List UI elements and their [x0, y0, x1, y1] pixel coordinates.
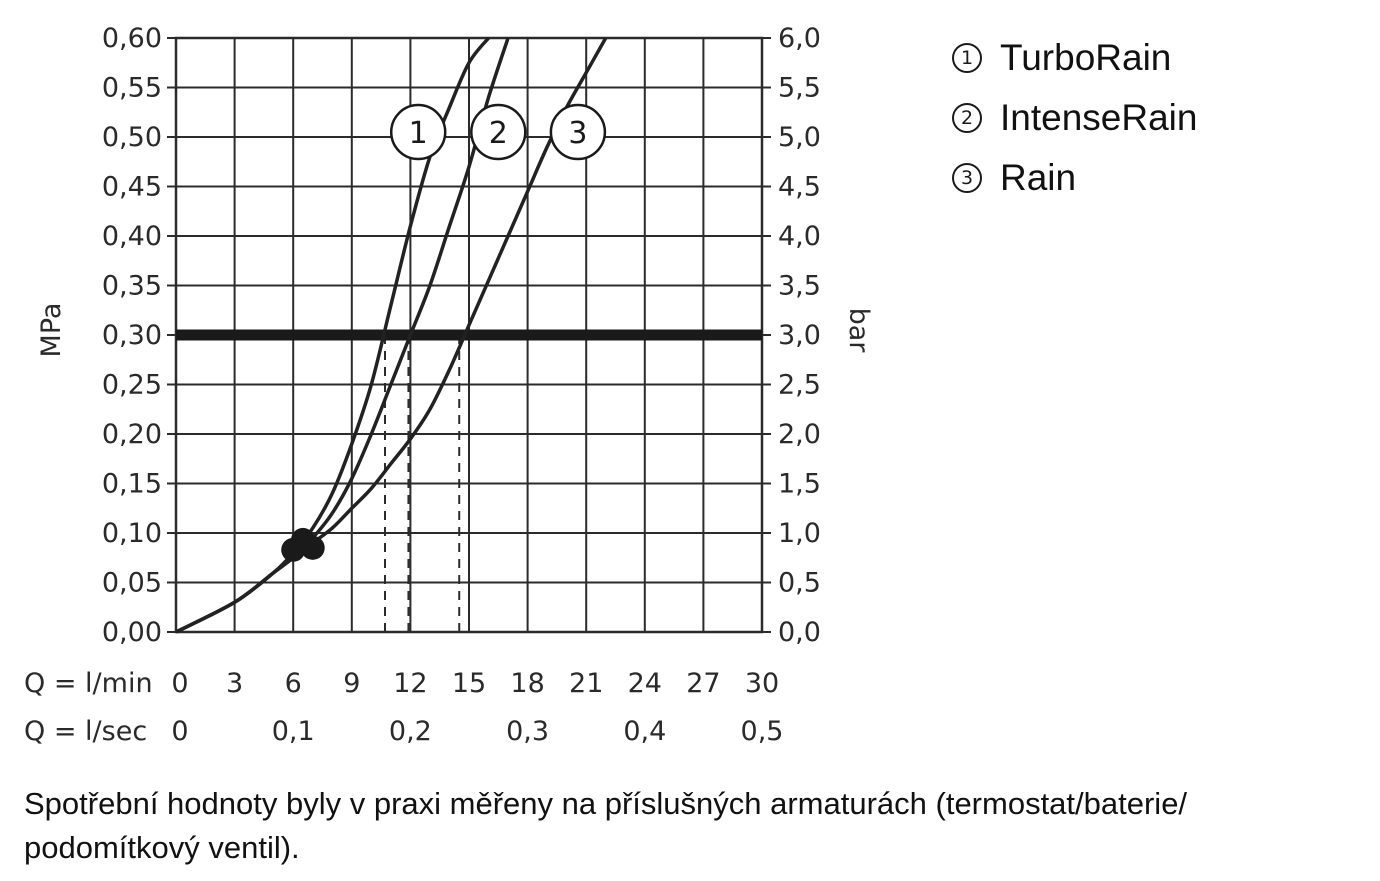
x-tick-label-lmin: 12 — [393, 668, 427, 699]
x-tick-label-lsec: 0,4 — [623, 716, 666, 747]
x-tick-label-lmin: 24 — [628, 668, 662, 699]
y-tick-label-right: 4,5 — [778, 172, 821, 203]
x-tick-label-lmin: 0 — [171, 668, 188, 699]
x-tick-label-lmin: 21 — [569, 668, 603, 699]
x-tick-label-lmin: 27 — [686, 668, 720, 699]
y-tick-label-right: 4,0 — [778, 221, 821, 252]
x-tick-label-lmin: 18 — [510, 668, 544, 699]
x-tick-label-lmin: 6 — [285, 668, 302, 699]
consumption-note: Spotřební hodnoty byly v praxi měřeny na… — [24, 786, 1188, 865]
x-tick-label-lsec: 0,5 — [741, 716, 784, 747]
series-callout-circle — [470, 103, 527, 161]
x-tick-label-lmin: 3 — [226, 668, 243, 699]
legend-item-turborain: 1 TurboRain — [952, 28, 1197, 88]
y-tick-label-right: 1,0 — [778, 518, 821, 549]
legend: 1 TurboRain 2 IntenseRain 3 Rain — [952, 28, 1197, 208]
y-tick-label-right: 0,0 — [778, 617, 821, 648]
legend-item-intenserain: 2 IntenseRain — [952, 88, 1197, 148]
y-tick-label-left: 0,05 — [102, 568, 162, 599]
legend-marker: 2 — [952, 103, 982, 133]
x-tick-label-lmin: 15 — [452, 668, 486, 699]
x-tick-label-lsec: 0,1 — [272, 716, 315, 747]
y-tick-label-right: 2,5 — [778, 370, 821, 401]
series-callout-circle — [549, 103, 607, 161]
series-callout-number: 2 — [489, 116, 508, 151]
min-flow-point — [300, 535, 325, 560]
y-tick-label-right: 1,5 — [778, 469, 821, 500]
y-tick-label-left: 0,45 — [102, 172, 162, 203]
y-tick-label-right: 5,5 — [778, 73, 821, 104]
x-axis-label-lsec: Q = l/sec — [24, 716, 147, 747]
legend-marker: 3 — [952, 163, 982, 193]
legend-item-rain: 3 Rain — [952, 148, 1197, 208]
legend-label: Rain — [1000, 157, 1077, 198]
y-tick-label-right: 6,0 — [778, 23, 821, 54]
y-tick-label-left: 0,30 — [102, 320, 162, 351]
x-tick-label-lsec: 0,3 — [506, 716, 549, 747]
y-tick-label-left: 0,20 — [102, 419, 162, 450]
y-tick-label-left: 0,55 — [102, 73, 162, 104]
legend-marker: 1 — [952, 43, 982, 73]
y-tick-label-left: 0,15 — [102, 469, 162, 500]
y-axis-label-right: bar — [843, 308, 874, 354]
y-tick-label-left: 0,35 — [102, 271, 162, 302]
y-axis-label-left: MPa — [36, 303, 67, 358]
legend-label: IntenseRain — [1000, 97, 1198, 138]
y-tick-label-left: 0,40 — [102, 221, 162, 252]
y-tick-label-right: 5,0 — [778, 122, 821, 153]
x-tick-label-lsec: 0 — [171, 716, 188, 747]
series-callout-number: 3 — [568, 116, 587, 151]
y-tick-label-right: 3,0 — [778, 320, 821, 351]
series-callout-number: 1 — [409, 116, 428, 151]
x-tick-label-lmin: 30 — [745, 668, 779, 699]
y-tick-label-right: 0,5 — [778, 568, 821, 599]
y-tick-label-left: 0,50 — [102, 122, 162, 153]
y-tick-label-right: 3,5 — [778, 271, 821, 302]
y-tick-label-left: 0,10 — [102, 518, 162, 549]
x-tick-label-lsec: 0,2 — [389, 716, 432, 747]
y-tick-label-left: 0,00 — [102, 617, 162, 648]
y-tick-label-left: 0,60 — [102, 23, 162, 54]
x-tick-label-lmin: 9 — [343, 668, 360, 699]
x-axis-label-lmin: Q = l/min — [24, 668, 153, 699]
series-callout-circle — [389, 103, 447, 161]
y-tick-label-right: 2,0 — [778, 419, 821, 450]
y-tick-label-left: 0,25 — [102, 370, 162, 401]
legend-label: TurboRain — [1000, 37, 1172, 78]
